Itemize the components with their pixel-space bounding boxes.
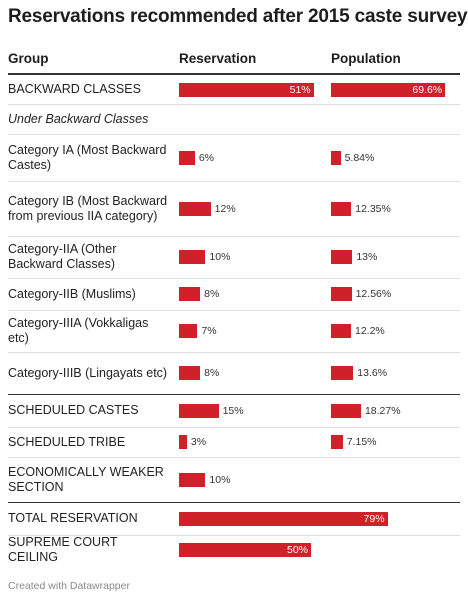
column-header-reservation: Reservation — [179, 51, 257, 66]
reservation-bar — [179, 543, 311, 557]
reservation-bar — [179, 403, 219, 418]
section-rule — [8, 502, 460, 503]
population-value-label: 7.15% — [346, 436, 377, 448]
row-divider — [8, 236, 460, 237]
row-label: Category-IIB (Muslims) — [8, 286, 136, 301]
reservation-bar — [179, 435, 187, 449]
row-divider — [8, 181, 460, 182]
reservation-value-label: 50% — [286, 544, 308, 556]
row-divider — [8, 104, 460, 105]
reservation-bar — [179, 511, 388, 526]
row-label: SCHEDULED TRIBE — [8, 434, 126, 449]
column-header-group: Group — [8, 51, 49, 66]
row-label: Category IB (Most Backward from previous… — [8, 193, 168, 223]
row-divider — [8, 310, 460, 311]
reservation-bar — [179, 287, 201, 301]
row-label: BACKWARD CLASSES — [8, 82, 141, 96]
row-divider — [8, 134, 460, 135]
chart-title: Reservations recommended after 2015 cast… — [8, 6, 468, 27]
reservation-bar — [179, 201, 211, 216]
population-bar — [331, 403, 361, 418]
reservation-bar — [179, 150, 195, 165]
population-value-label: 5.84% — [344, 151, 375, 164]
reservation-bar — [179, 324, 198, 338]
row-label: Category-IIIA (Vokkaligas etc) — [8, 316, 149, 345]
row-label: TOTAL RESERVATION — [8, 511, 138, 525]
reservation-value-label: 12% — [214, 202, 236, 215]
population-value-label: 12.35% — [355, 202, 391, 215]
population-bar — [331, 201, 352, 216]
population-value-label: 12.56% — [355, 288, 392, 300]
reservation-bar — [179, 82, 314, 97]
population-bar — [331, 287, 352, 301]
population-value-label: 13% — [356, 251, 378, 263]
reservation-value-label: 10% — [209, 473, 231, 486]
population-value-label: 12.2% — [355, 325, 385, 337]
population-bar — [331, 82, 446, 97]
row-divider — [8, 278, 460, 279]
reservation-value-label: 3% — [190, 436, 207, 448]
row-label: Category IA (Most Backward Castes) — [8, 142, 167, 172]
reservation-bar — [179, 472, 206, 487]
credit-footer: Created with Datawrapper — [8, 580, 130, 592]
population-bar — [331, 250, 353, 264]
row-label: Category-IIIB (Lingayats etc) — [8, 365, 168, 380]
row-divider — [8, 535, 460, 536]
row-label: SUPREME COURT CEILING — [8, 535, 118, 564]
row-label: SCHEDULED CASTES — [8, 403, 139, 417]
column-header-population: Population — [331, 51, 401, 66]
reservation-value-label: 10% — [209, 251, 231, 263]
reservation-bar — [179, 366, 201, 380]
row-label: Under Backward Classes — [8, 111, 149, 126]
reservation-value-label: 51% — [289, 83, 311, 96]
population-bar — [331, 366, 354, 380]
population-value-label: 13.6% — [357, 367, 388, 379]
reservation-value-label: 79% — [363, 512, 385, 525]
population-value-label: 69.6% — [412, 83, 443, 96]
population-bar — [331, 150, 341, 165]
reservation-value-label: 8% — [204, 367, 220, 379]
row-label: ECONOMICALLY WEAKER SECTION — [8, 464, 164, 494]
reservation-value-label: 15% — [222, 404, 244, 417]
row-divider — [8, 427, 460, 428]
header-rule — [8, 73, 460, 75]
row-divider — [8, 457, 460, 458]
reservation-value-label: 6% — [198, 151, 215, 164]
population-bar — [331, 435, 343, 449]
population-value-label: 18.27% — [364, 404, 401, 417]
row-divider — [8, 352, 460, 353]
reservation-bar — [179, 250, 206, 264]
section-rule — [8, 394, 460, 395]
population-bar — [331, 324, 351, 338]
row-label: Category-IIA (Other Backward Classes) — [8, 242, 117, 271]
reservation-value-label: 7% — [201, 325, 217, 337]
reservation-value-label: 8% — [204, 288, 220, 300]
